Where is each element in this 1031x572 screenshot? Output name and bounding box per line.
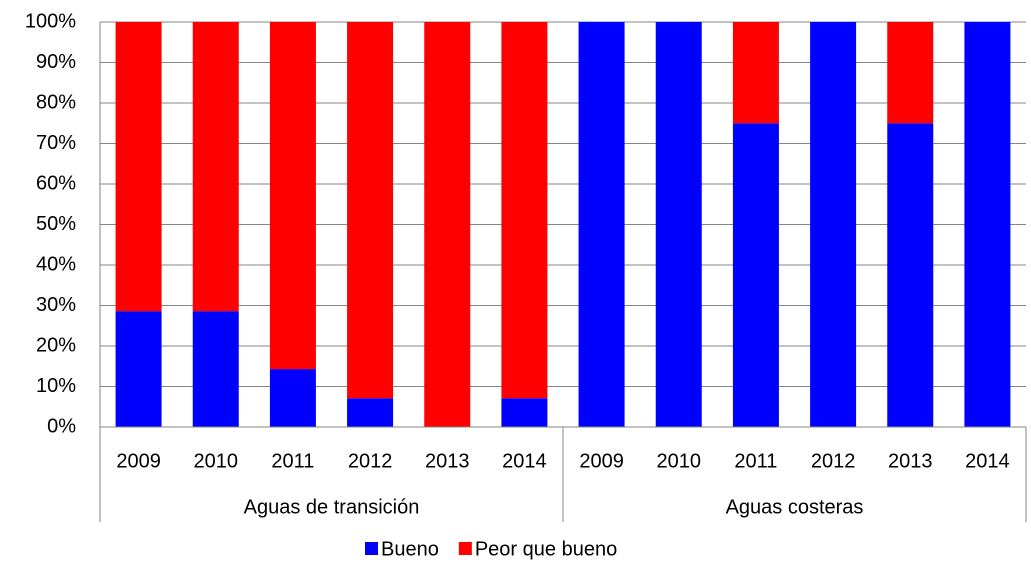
x-tick-label: 2011: [734, 450, 777, 472]
bar-segment: [655, 22, 702, 427]
x-tick-label: 2010: [657, 450, 702, 472]
legend-label: Bueno: [381, 538, 439, 560]
bar-segment: [887, 22, 934, 124]
y-tick-label: 100%: [25, 10, 76, 32]
bar-segment: [501, 22, 548, 399]
legend-label: Peor que bueno: [475, 538, 617, 560]
y-tick-label: 80%: [36, 91, 76, 113]
y-tick-label: 20%: [36, 334, 76, 356]
x-tick-label: 2012: [811, 450, 856, 472]
x-tick-label: 2009: [116, 450, 161, 472]
group-label: Aguas costeras: [726, 496, 864, 518]
y-tick-label: 10%: [36, 375, 76, 397]
x-tick-label: 2009: [579, 450, 624, 472]
x-tick-label: 2014: [502, 450, 547, 472]
x-tick-label: 2013: [425, 450, 470, 472]
bar-segment: [887, 123, 934, 427]
bar-segment: [810, 22, 857, 427]
x-tick-label: 2013: [888, 450, 933, 472]
bar-segment: [424, 22, 471, 427]
group-label: Aguas de transición: [244, 496, 420, 518]
bar-segment: [964, 22, 1011, 427]
bar-segment: [192, 22, 239, 312]
bar-segment: [732, 22, 779, 124]
y-tick-label: 40%: [36, 253, 76, 275]
bar-segment: [115, 311, 162, 427]
y-tick-label: 0%: [47, 415, 76, 437]
y-tick-label: 70%: [36, 132, 76, 154]
bar-segment: [269, 22, 316, 370]
x-tick-label: 2014: [965, 450, 1010, 472]
bar-segment: [115, 22, 162, 312]
x-tick-label: 2011: [271, 450, 314, 472]
x-tick-label: 2010: [194, 450, 239, 472]
bar-segment: [732, 123, 779, 427]
y-tick-label: 90%: [36, 51, 76, 73]
legend-swatch: [458, 542, 472, 555]
bar-segment: [578, 22, 625, 427]
bar-segment: [347, 22, 394, 399]
bar-segment: [269, 369, 316, 427]
y-tick-label: 30%: [36, 294, 76, 316]
y-tick-label: 50%: [36, 213, 76, 235]
bar-segment: [192, 311, 239, 427]
legend-swatch: [365, 542, 378, 555]
x-tick-label: 2012: [348, 450, 393, 472]
bar-segment: [347, 398, 394, 427]
bar-segment: [501, 398, 548, 427]
y-tick-label: 60%: [36, 172, 76, 194]
